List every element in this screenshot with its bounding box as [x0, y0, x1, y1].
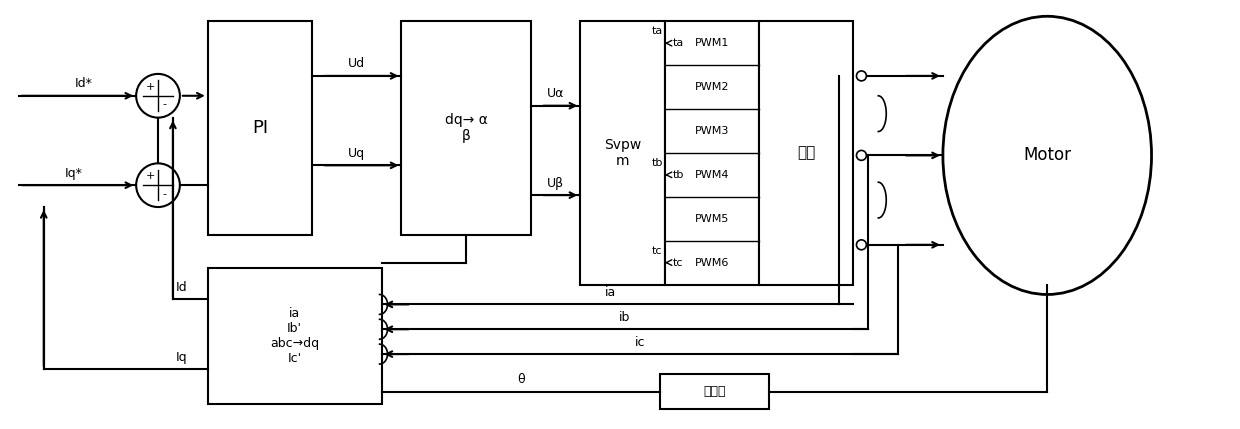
Text: +: +: [145, 172, 155, 181]
Text: θ: θ: [517, 373, 525, 387]
Text: Id: Id: [176, 281, 187, 294]
Text: Iq: Iq: [176, 350, 187, 363]
Bar: [207, 21, 312, 235]
Ellipse shape: [942, 16, 1152, 294]
Bar: [759, 21, 853, 284]
Text: ta: ta: [672, 38, 684, 48]
Text: tb: tb: [672, 170, 684, 180]
Text: PWM1: PWM1: [694, 38, 729, 48]
Bar: [580, 21, 665, 284]
Text: +: +: [145, 82, 155, 92]
Text: PWM4: PWM4: [694, 170, 729, 180]
Text: ta: ta: [651, 26, 662, 36]
Text: 功率: 功率: [797, 145, 816, 160]
Bar: [660, 374, 769, 409]
Text: tc: tc: [672, 257, 683, 268]
Text: ib: ib: [619, 311, 631, 324]
Text: tc: tc: [652, 246, 662, 256]
Text: PWM5: PWM5: [694, 214, 729, 224]
Circle shape: [857, 151, 867, 160]
Text: Ud: Ud: [348, 57, 366, 70]
Text: PI: PI: [252, 119, 268, 137]
Text: ia
Ib'
abc→dq
Ic': ia Ib' abc→dq Ic': [270, 307, 319, 365]
Text: -: -: [162, 100, 166, 109]
Text: Svpw
m: Svpw m: [604, 138, 641, 168]
Text: Iq*: Iq*: [64, 167, 83, 180]
Text: 解码器: 解码器: [703, 385, 725, 398]
Text: Uα: Uα: [547, 87, 564, 100]
Bar: [665, 21, 759, 284]
Circle shape: [857, 240, 867, 250]
Text: PWM2: PWM2: [694, 82, 729, 92]
Text: ia: ia: [604, 286, 616, 299]
Text: dq→ α
β: dq→ α β: [445, 113, 487, 143]
Text: Uq: Uq: [348, 147, 366, 160]
Circle shape: [136, 74, 180, 118]
Circle shape: [136, 163, 180, 207]
Bar: [402, 21, 531, 235]
Text: PWM3: PWM3: [694, 126, 729, 136]
Text: tb: tb: [651, 158, 662, 168]
Text: PWM6: PWM6: [694, 257, 729, 268]
Circle shape: [857, 71, 867, 81]
Text: ic: ic: [635, 335, 645, 349]
Text: Motor: Motor: [1023, 146, 1071, 164]
Text: Id*: Id*: [74, 77, 93, 91]
Bar: [207, 268, 382, 404]
Text: -: -: [162, 189, 166, 199]
Text: Uβ: Uβ: [547, 177, 564, 190]
